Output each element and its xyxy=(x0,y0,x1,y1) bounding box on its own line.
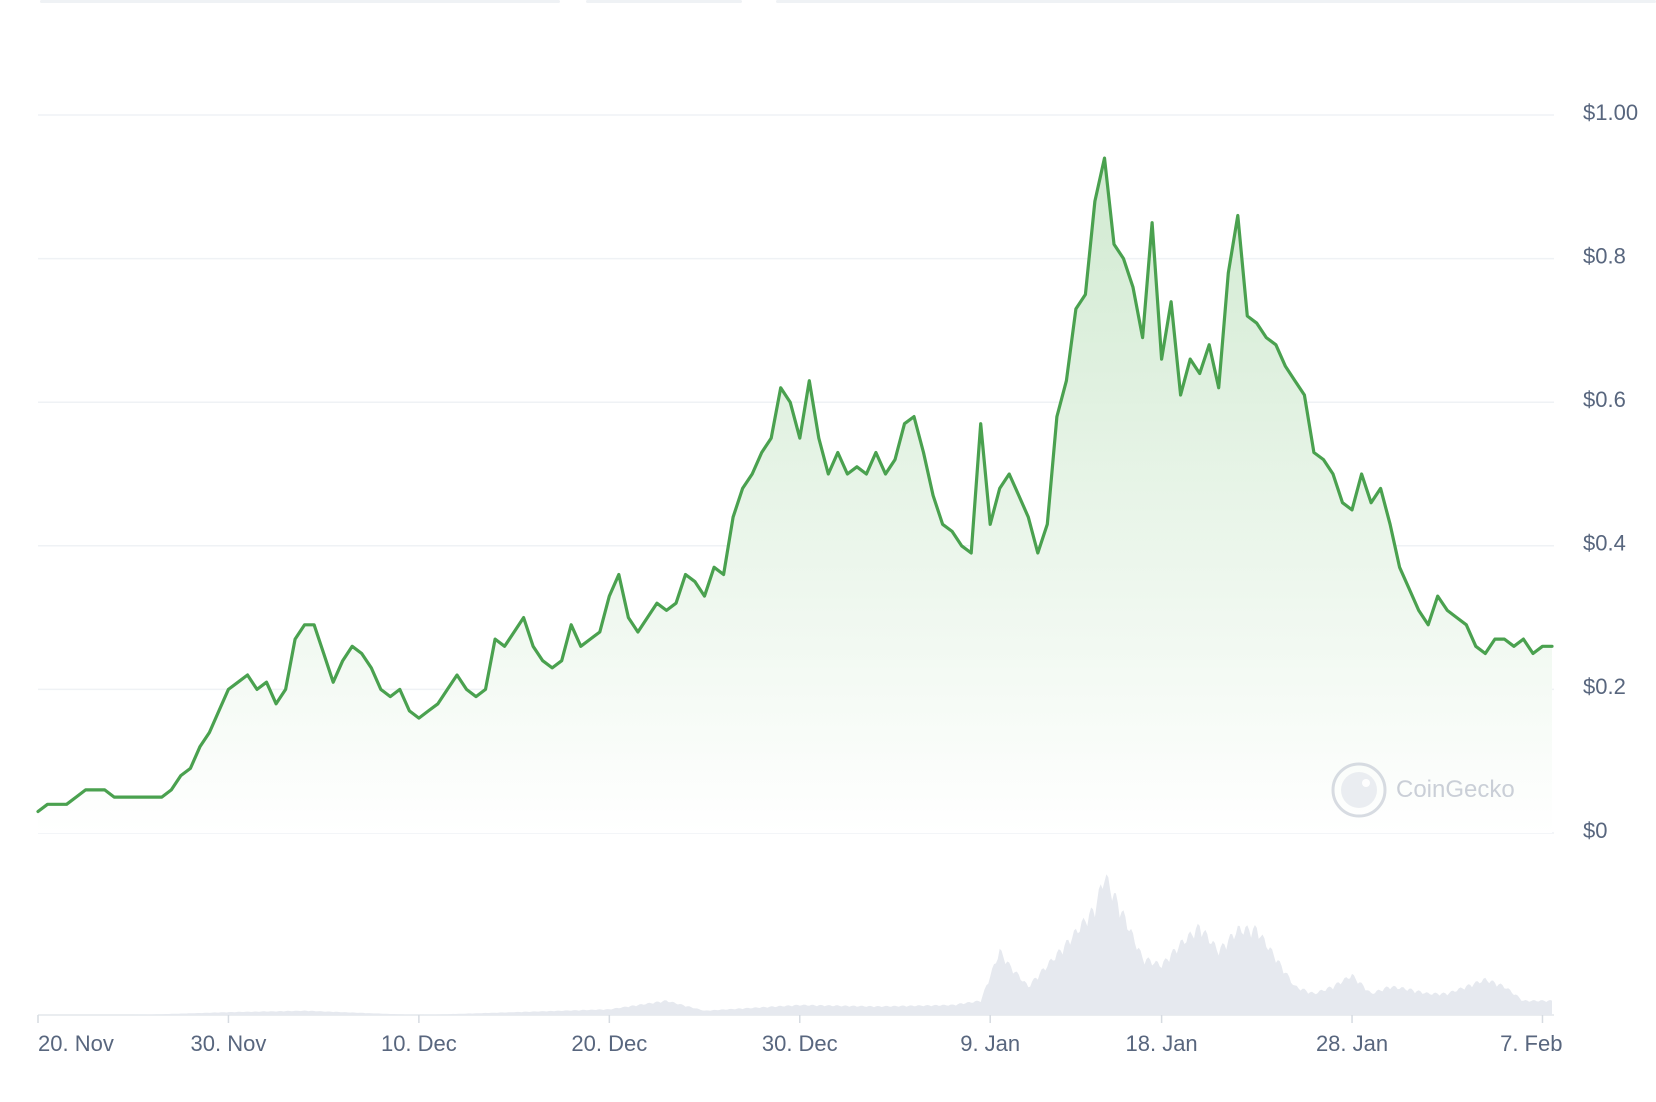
y-tick-label: $0.6 xyxy=(1583,387,1626,412)
y-tick-label: $0 xyxy=(1583,818,1607,843)
price-series-line xyxy=(36,156,1554,814)
volume-area xyxy=(38,874,1552,1015)
top-tab-1[interactable] xyxy=(40,0,560,3)
watermark-label: CoinGecko xyxy=(1396,776,1515,803)
y-tick-label: $0.4 xyxy=(1583,531,1626,556)
x-tick-label: 20. Dec xyxy=(571,1031,647,1056)
x-tick-label: 30. Dec xyxy=(762,1031,838,1056)
y-axis: $1.00 $0.8 $0.6 $0.4 $0.2 $0 xyxy=(1583,100,1638,843)
x-axis: 20. Nov 30. Nov 10. Dec 20. Dec 30. Dec 9. Ja… xyxy=(37,1015,1562,1056)
coingecko-watermark: CoinGecko xyxy=(1331,762,1515,818)
top-tab-3[interactable] xyxy=(776,0,1656,3)
gecko-icon xyxy=(1331,762,1387,818)
volume-bars xyxy=(38,874,1552,1015)
x-tick-label: 18. Jan xyxy=(1126,1031,1198,1056)
y-tick-label: $0.2 xyxy=(1583,674,1626,699)
x-tick-label: 9. Jan xyxy=(960,1031,1020,1056)
y-tick-label: $1.00 xyxy=(1583,100,1638,125)
x-tick-label: 30. Nov xyxy=(191,1031,267,1056)
y-tick-label: $0.8 xyxy=(1583,243,1626,268)
x-tick-label: 20. Nov xyxy=(38,1031,114,1056)
x-tick-label: 10. Dec xyxy=(381,1031,457,1056)
x-tick-label: 28. Jan xyxy=(1316,1031,1388,1056)
price-line xyxy=(36,156,1554,814)
x-tick-label: 7. Feb xyxy=(1500,1031,1562,1056)
top-tab-2[interactable] xyxy=(586,0,742,3)
